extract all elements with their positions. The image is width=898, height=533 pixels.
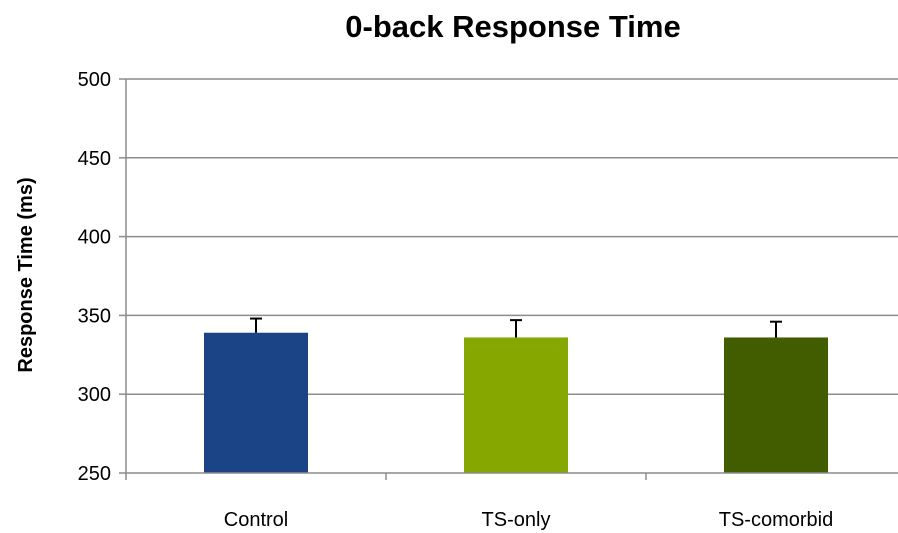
y-axis-label: Response Time (ms)	[15, 177, 37, 372]
x-tick-labels: Control TS-only TS-comorbid	[224, 509, 833, 531]
y-tick-label: 500	[78, 69, 111, 91]
y-tick-label: 300	[78, 384, 111, 406]
bar-ts-only	[464, 337, 568, 473]
y-tick-labels: 250 300 350 400 450 500	[78, 69, 126, 485]
y-tick-label: 250	[78, 463, 111, 485]
y-tick-label: 450	[78, 148, 111, 170]
chart-title: 0-back Response Time	[345, 9, 680, 44]
y-tick-label: 350	[78, 305, 111, 327]
x-tick-label: Control	[224, 509, 288, 531]
x-tick-label: TS-comorbid	[719, 509, 833, 531]
bars	[204, 317, 828, 473]
bar-control	[204, 332, 308, 473]
y-tick-label: 400	[78, 227, 111, 249]
x-tick-label: TS-only	[482, 509, 551, 531]
axes	[125, 79, 898, 480]
bar-ts-comorbid	[724, 337, 828, 473]
